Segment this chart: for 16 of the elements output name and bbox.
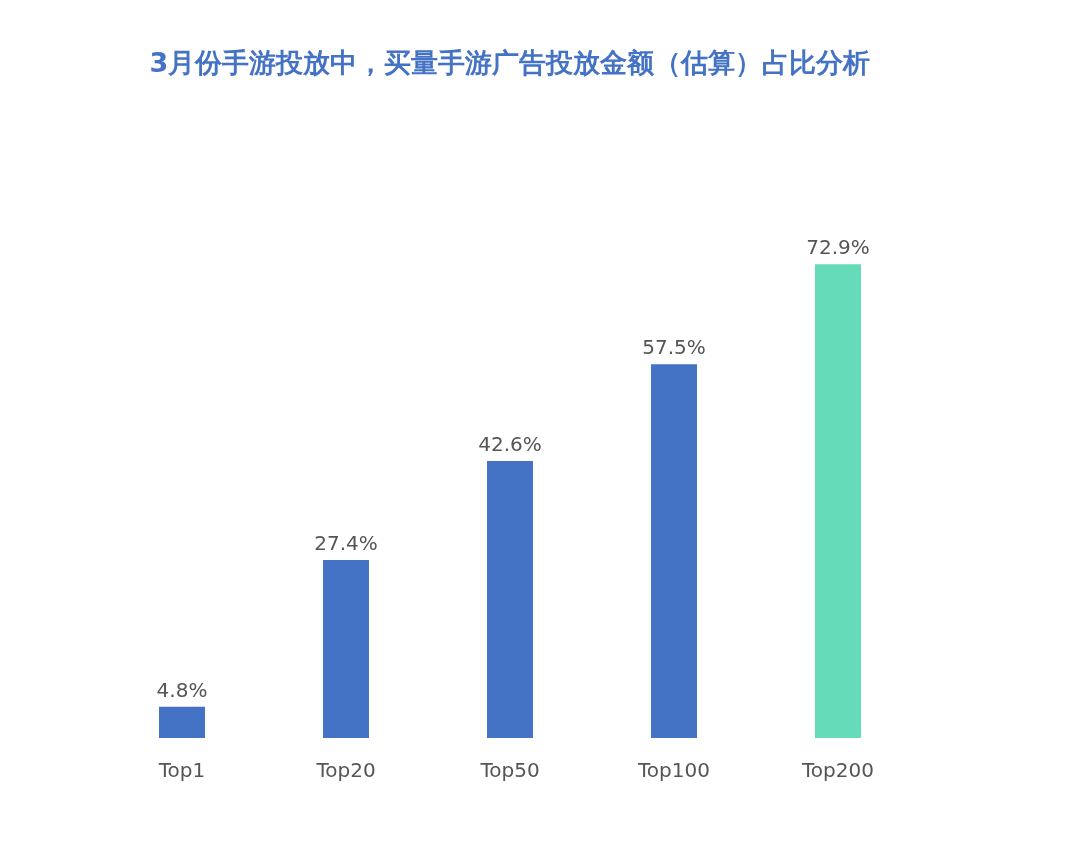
bar [815, 264, 861, 738]
x-tick-label: Top1 [157, 757, 206, 782]
data-label: 4.8% [156, 677, 208, 702]
x-tick-label: Top100 [637, 757, 710, 782]
data-label: 27.4% [314, 530, 378, 555]
x-tick-label: Top20 [315, 757, 376, 782]
bar [323, 559, 369, 738]
bar [487, 461, 533, 738]
data-label: 42.6% [478, 432, 542, 457]
bar [651, 364, 697, 738]
chart-title: 3月份手游投放中，买量手游广告投放金额（估算）占比分析 [149, 47, 871, 78]
data-label: 57.5% [642, 335, 706, 360]
data-label: 72.9% [806, 235, 870, 260]
x-tick-label: Top200 [801, 757, 874, 782]
x-tick-label: Top50 [479, 757, 540, 782]
bar [159, 706, 205, 738]
